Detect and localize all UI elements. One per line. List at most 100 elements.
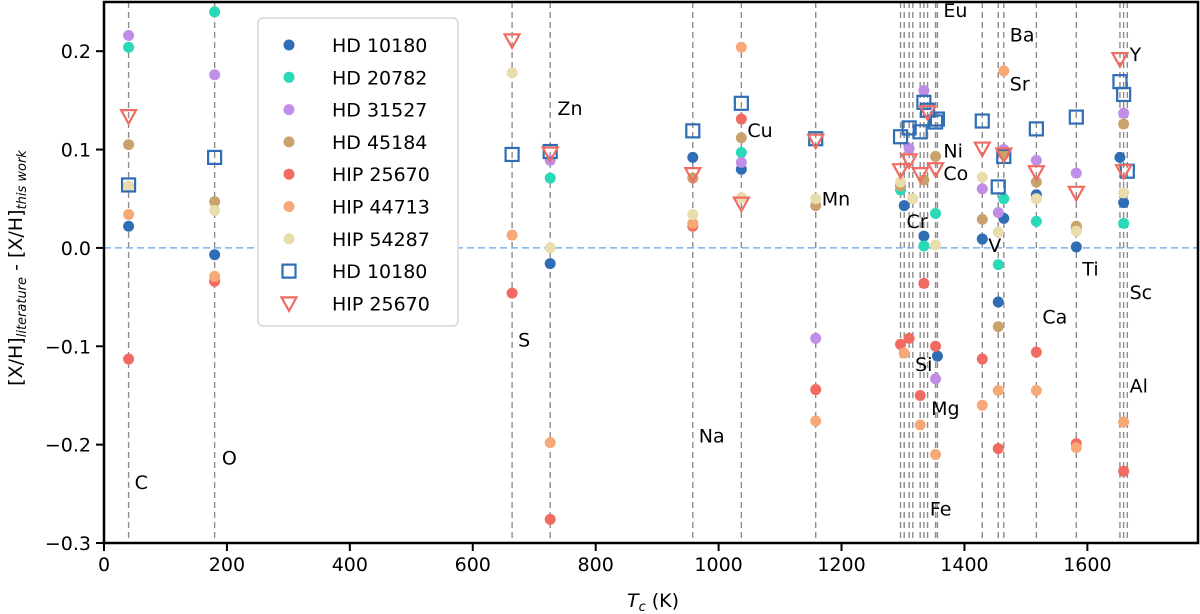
data-point: [1118, 107, 1130, 119]
data-point: [929, 111, 946, 127]
data-point: [735, 41, 747, 53]
element-label-al: Al: [1130, 376, 1148, 398]
data-point: [810, 193, 822, 205]
x-tick-label: 0: [98, 554, 110, 576]
data-point: [1118, 187, 1130, 199]
data-point: [1030, 215, 1042, 227]
data-point: [1068, 109, 1084, 125]
data-point: [1030, 154, 1042, 166]
element-label-na: Na: [699, 426, 725, 448]
legend-marker: [283, 201, 295, 212]
element-label-c: C: [135, 472, 148, 494]
y-axis-ticks: −0.3 −0.2 −0.1 0.0 0.1 0.2: [45, 41, 104, 555]
data-point: [1116, 86, 1132, 103]
x-tick-label: 200: [209, 554, 245, 576]
data-point: [891, 163, 910, 180]
data-point: [687, 208, 699, 220]
data-point: [502, 33, 522, 51]
data-point: [927, 114, 944, 130]
data-point: [1118, 217, 1130, 229]
legend-marker: [283, 233, 295, 245]
element-label-s: S: [518, 329, 530, 351]
data-point: [990, 179, 1006, 195]
data-point: [914, 389, 926, 401]
data-point: [544, 242, 556, 254]
data-point: [992, 206, 1004, 218]
element-label-co: Co: [943, 163, 968, 185]
x-axis-ticks: 0 200 400 600 800 1000 1200 1400 1600: [98, 543, 1112, 576]
element-label-ni: Ni: [943, 140, 963, 162]
legend-marker: [283, 104, 295, 116]
data-point: [506, 287, 518, 299]
data-point: [544, 258, 556, 270]
data-point: [209, 205, 221, 217]
series-6: [123, 67, 1130, 254]
data-point: [504, 146, 520, 163]
data-point: [123, 208, 135, 220]
y-tick-label: 0.1: [61, 140, 91, 162]
element-label-o: O: [222, 447, 237, 469]
data-point: [895, 338, 907, 350]
data-point: [918, 230, 930, 242]
element-label-v: V: [988, 235, 1001, 257]
data-point: [735, 113, 747, 125]
data-point: [544, 513, 556, 525]
series-8: [119, 33, 1134, 214]
legend-label: HD 10180: [332, 261, 427, 283]
data-point: [209, 249, 221, 261]
legend-marker: [283, 168, 295, 180]
data-point: [918, 240, 930, 252]
data-point: [506, 67, 518, 79]
data-point: [898, 347, 910, 359]
data-point: [540, 146, 560, 164]
element-label-y: Y: [1129, 44, 1142, 66]
x-tick-label: 800: [578, 554, 614, 576]
data-point: [209, 196, 221, 208]
data-point: [1110, 51, 1130, 69]
data-point: [735, 132, 747, 144]
data-point: [1118, 465, 1130, 477]
data-point: [976, 399, 988, 411]
data-point: [907, 193, 919, 205]
element-label-ti: Ti: [1081, 258, 1098, 280]
data-point: [1030, 193, 1042, 205]
data-point: [976, 233, 988, 245]
data-point: [974, 113, 990, 129]
data-point: [1114, 164, 1134, 181]
data-point: [687, 151, 699, 163]
data-point: [123, 139, 135, 151]
legend-marker: [283, 71, 295, 83]
data-point: [994, 147, 1014, 165]
legend-marker: [283, 39, 295, 51]
data-point: [123, 353, 135, 365]
data-point: [898, 200, 910, 212]
data-point: [1030, 385, 1042, 397]
data-point: [976, 353, 988, 365]
element-label-mg: Mg: [931, 398, 959, 420]
data-point: [992, 321, 1004, 333]
data-point: [120, 177, 137, 193]
data-point: [119, 109, 138, 126]
data-point: [1066, 185, 1086, 203]
data-point: [544, 172, 556, 184]
legend-label: HD 45184: [332, 132, 427, 154]
y-tick-label: −0.1: [45, 336, 91, 358]
series-5: [123, 41, 1130, 460]
element-label-fe: Fe: [930, 498, 952, 520]
data-point: [207, 149, 223, 166]
data-point: [903, 332, 915, 344]
x-tick-label: 400: [332, 554, 368, 576]
legend-marker: [281, 263, 297, 279]
data-point: [912, 124, 928, 140]
data-point: [506, 229, 518, 241]
data-point: [998, 65, 1010, 77]
legend-label: HIP 54287: [332, 229, 430, 251]
data-point: [916, 94, 932, 110]
data-point: [976, 183, 988, 195]
data-point: [972, 141, 992, 159]
data-point: [1028, 121, 1044, 137]
data-point: [1026, 165, 1046, 182]
legend-label: HIP 44713: [332, 197, 430, 219]
data-point: [1112, 74, 1128, 90]
